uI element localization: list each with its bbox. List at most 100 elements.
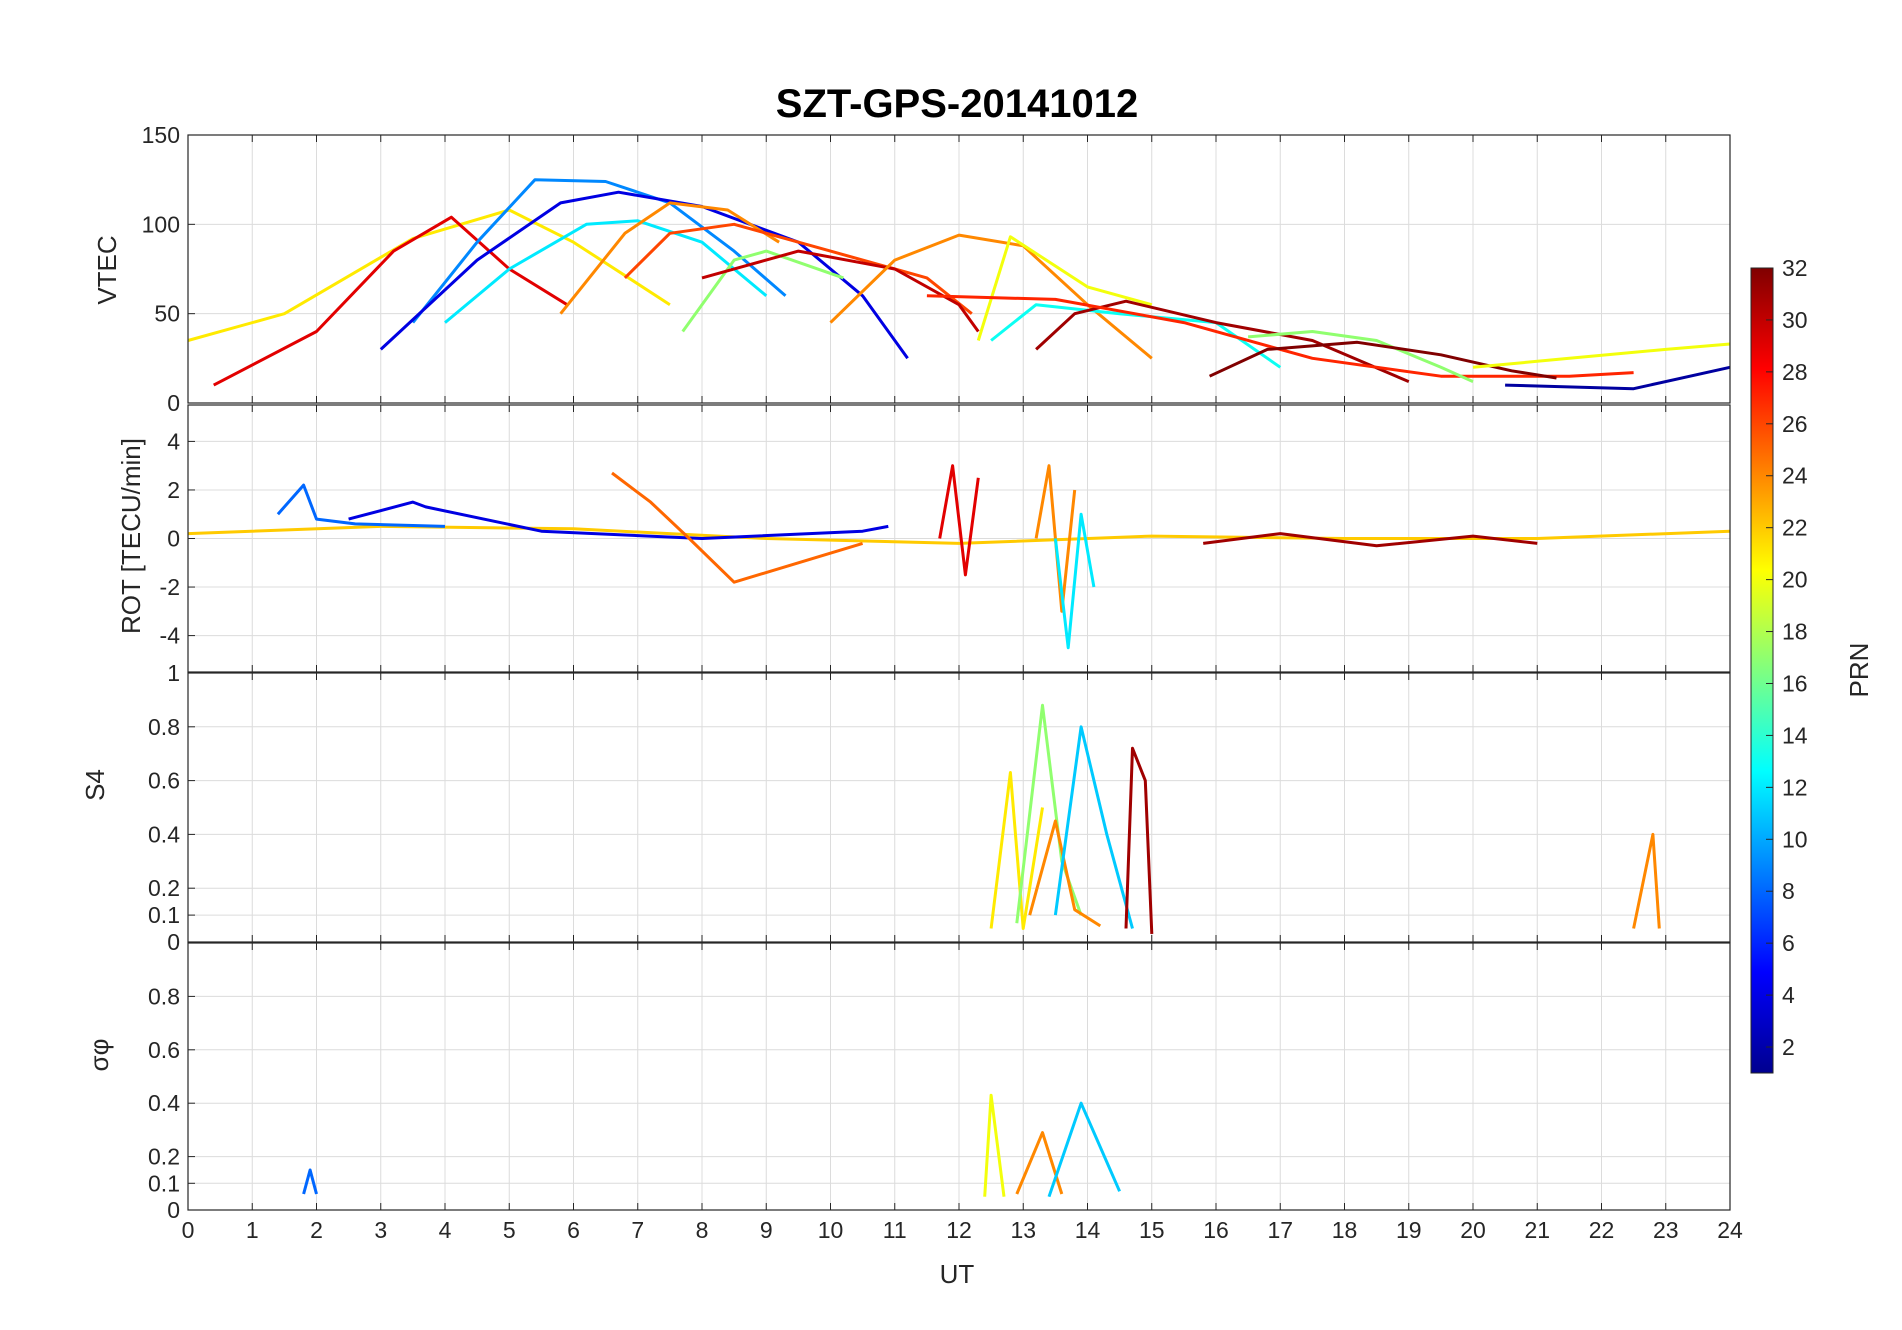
x-tick-label: 6: [567, 1217, 580, 1243]
colorbar-tick-label: 32: [1782, 255, 1808, 281]
series-line: [976, 235, 1153, 341]
x-tick-label: 11: [883, 1217, 907, 1243]
y-tick-label: 0: [167, 390, 180, 416]
x-tick-label: 22: [1589, 1217, 1615, 1243]
y-tick-label: 1: [167, 660, 180, 686]
x-tick-label: 4: [439, 1217, 452, 1243]
series-line: [444, 219, 768, 324]
x-tick-label: 1: [246, 1217, 259, 1243]
y-tick-label: 0.1: [148, 902, 180, 928]
y-tick-label: 0.2: [148, 875, 180, 901]
colorbar-tick-label: 6: [1782, 930, 1795, 956]
colorbar-tick-label: 22: [1782, 515, 1808, 541]
colorbar-tick-label: 24: [1782, 463, 1808, 489]
plot-frame: [187, 672, 1731, 943]
x-tick-label: 12: [946, 1217, 972, 1243]
x-tick-label: 8: [696, 1217, 709, 1243]
y-tick-label: 0.6: [148, 1037, 180, 1063]
series-line: [411, 178, 787, 324]
x-tick-label: 9: [760, 1217, 773, 1243]
series-line: [1472, 342, 1731, 369]
series-line: [559, 201, 780, 315]
series-line: [1247, 330, 1474, 383]
series-line: [276, 483, 446, 528]
series-line: [1035, 299, 1410, 383]
plot-frame: [187, 404, 1731, 673]
series-line: [1203, 532, 1538, 548]
x-tick-label: 7: [631, 1217, 644, 1243]
y-tick-label: 0: [167, 929, 180, 955]
x-tick-label: 13: [1010, 1217, 1036, 1243]
x-tick-label: 10: [818, 1217, 844, 1243]
y-tick-label: 100: [142, 211, 180, 237]
series-line: [379, 190, 909, 360]
series-line: [1632, 832, 1661, 929]
x-tick-label: 18: [1332, 1217, 1358, 1243]
colorbar-tick-label: 26: [1782, 411, 1808, 437]
colorbar-tick-label: 12: [1782, 774, 1808, 800]
colorbar-tick-label: 18: [1782, 619, 1808, 645]
colorbar-tick-label: 14: [1782, 722, 1808, 748]
series-line: [1053, 512, 1096, 650]
panel-sigma-phi: 00.10.2 0.4 0.6 0.8: [148, 942, 1731, 1223]
colorbar-tick-label: 2: [1782, 1034, 1795, 1060]
panel-rot: -4 -2 0 2 4: [160, 404, 1731, 673]
y-tick-label: 150: [142, 122, 180, 148]
y-tick-label: 0.8: [148, 983, 180, 1009]
y-tick-label: 4: [167, 428, 180, 454]
x-tick-label: 23: [1653, 1217, 1679, 1243]
y-tick-label: 50: [154, 301, 180, 327]
y-tick-label: 0: [167, 1197, 180, 1223]
series-line: [1015, 1131, 1064, 1195]
series-line: [1028, 819, 1102, 928]
plot-frame: [187, 942, 1731, 1211]
y-tick-label: 2: [167, 477, 180, 503]
x-tick-label: 17: [1267, 1217, 1293, 1243]
x-tick-label: 2: [310, 1217, 323, 1243]
colorbar-tick-label: 10: [1782, 826, 1808, 852]
y-axis-label-rot: ROT [TECU/min]: [116, 438, 146, 634]
y-tick-label: 0.4: [148, 821, 180, 847]
series-line: [187, 524, 1731, 545]
colorbar-tick-label: 30: [1782, 307, 1808, 333]
series-line: [926, 294, 1634, 378]
y-tick-label: 0.8: [148, 714, 180, 740]
series-line: [829, 233, 1153, 360]
x-tick-label: 19: [1396, 1217, 1422, 1243]
y-tick-label: 0.1: [148, 1170, 180, 1196]
series-line: [302, 1168, 318, 1195]
plot-frame: [187, 134, 1731, 404]
series-line: [983, 1093, 1006, 1197]
y-axis-label-sigma: σφ: [84, 1039, 114, 1072]
y-tick-label: -4: [160, 623, 181, 649]
x-tick-label: 5: [503, 1217, 516, 1243]
series-line: [1124, 746, 1154, 934]
x-tick-label: 24: [1717, 1217, 1743, 1243]
panel-s4: 00.10.2 0.4 0.6 0.8 1: [148, 660, 1731, 955]
series-line: [1053, 725, 1134, 929]
series-line: [681, 249, 844, 333]
series-line: [989, 771, 1044, 930]
colorbar-tick-label: 16: [1782, 670, 1808, 696]
series-line: [1505, 365, 1731, 391]
series-line: [701, 249, 980, 333]
x-tick-label: 16: [1203, 1217, 1229, 1243]
colorbar-tick-label: 28: [1782, 359, 1808, 385]
colorbar-tick-label: 8: [1782, 878, 1795, 904]
y-tick-label: 0.6: [148, 768, 180, 794]
colorbar-label: PRN: [1844, 643, 1874, 698]
x-tick-label: 14: [1075, 1217, 1101, 1243]
x-tick-label: 21: [1524, 1217, 1550, 1243]
y-axis-label-vtec: VTEC: [92, 235, 122, 304]
x-tick-label: 3: [374, 1217, 387, 1243]
colorbar-gradient: [1750, 267, 1774, 1074]
x-tick-label: 15: [1139, 1217, 1165, 1243]
panel-vtec: 0 50 100 150: [142, 122, 1731, 416]
chart-title: SZT-GPS-20141012: [776, 82, 1138, 126]
series-line: [348, 500, 889, 540]
x-axis: 0 1 2 3 4 5 6 7 8 9 10 11 12 13 14 15 16 17 18 19 20 21 22 23 24: [182, 1217, 1743, 1243]
y-axis-label-s4: S4: [80, 769, 110, 801]
series-line: [1047, 1101, 1121, 1198]
